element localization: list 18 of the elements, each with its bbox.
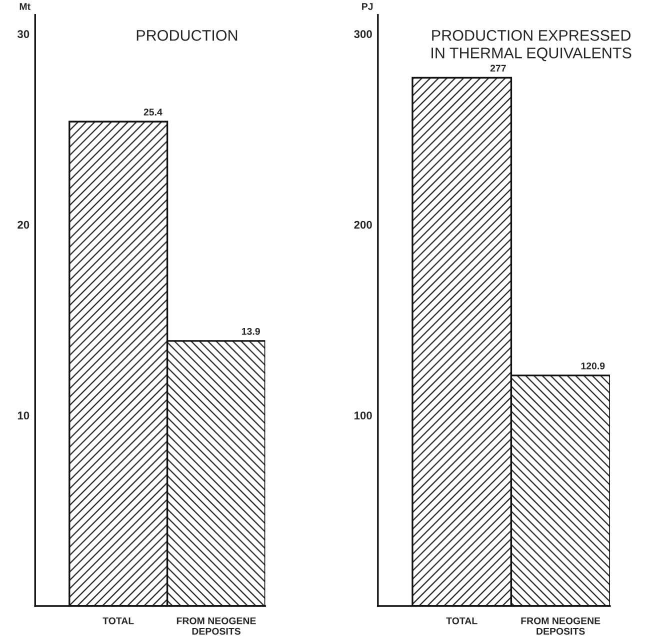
- y-axis-title: Mt: [20, 3, 30, 10]
- text: PRODUCTION: [136, 30, 238, 41]
- x-tick-label: TOTAL: [446, 617, 478, 624]
- data-label: 120.9: [581, 362, 605, 370]
- y-tick-label: 10: [18, 412, 30, 420]
- x-tick-label: TOTAL: [102, 617, 134, 624]
- text: PRODUCTION EXPRESSED IN THERMAL EQUIVALENTS: [432, 30, 632, 62]
- y-tick-label: 200: [354, 220, 372, 229]
- data-label: 25.4: [144, 108, 162, 116]
- data-label: 277: [490, 64, 506, 72]
- x-tick-label: FROM NEOGENE DEPOSITS: [176, 617, 256, 635]
- y-tick-label: 20: [18, 220, 30, 229]
- data-label: 13.9: [242, 328, 260, 335]
- y-tick-label: 30: [17, 30, 30, 38]
- y-axis-title: PJ: [362, 3, 373, 10]
- y-tick-label: 300: [354, 30, 372, 38]
- x-tick-label: FROM NEOGENE DEPOSITS: [521, 617, 600, 635]
- y-tick-label: 100: [354, 412, 372, 420]
